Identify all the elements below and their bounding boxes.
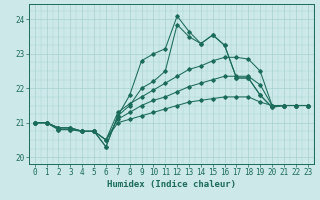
X-axis label: Humidex (Indice chaleur): Humidex (Indice chaleur)	[107, 180, 236, 189]
